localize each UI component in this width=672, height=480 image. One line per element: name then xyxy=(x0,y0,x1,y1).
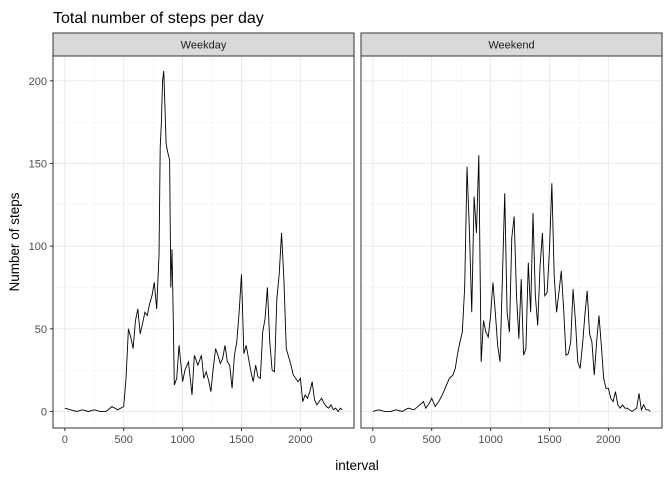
x-tick-label: 1500 xyxy=(537,434,561,446)
y-axis: 0 50 100 150 200 xyxy=(29,76,53,418)
panel-background xyxy=(53,56,354,428)
x-axis-title: interval xyxy=(335,458,379,473)
y-tick-label: 150 xyxy=(29,158,47,170)
y-tick-label: 50 xyxy=(35,324,47,336)
series-line-weekend xyxy=(372,155,651,413)
x-tick-label: 1000 xyxy=(170,434,194,446)
x-tick-label: 500 xyxy=(115,434,133,446)
chart-title: Total number of steps per day xyxy=(53,10,264,27)
strip-label-weekday: Weekday xyxy=(181,40,227,52)
x-tick-label: 0 xyxy=(370,434,376,446)
y-tick-label: 100 xyxy=(29,241,47,253)
panel-grid-weekday xyxy=(53,56,354,428)
y-tick-label: 0 xyxy=(41,406,47,418)
series-line-weekday xyxy=(64,70,343,413)
x-tick-label: 1000 xyxy=(478,434,502,446)
panel-border-weekend xyxy=(360,55,663,429)
facet-panel-weekday: Weekday xyxy=(52,32,355,429)
x-tick-label: 1500 xyxy=(229,434,253,446)
facet-panel-weekend: Weekend xyxy=(360,32,663,429)
strip-label-weekend: Weekend xyxy=(488,40,534,52)
panel-border-weekday xyxy=(52,55,355,429)
x-tick-label: 2000 xyxy=(596,434,620,446)
y-axis-title: Number of steps xyxy=(7,192,22,291)
x-tick-label: 2000 xyxy=(288,434,312,446)
x-axis: 0 500 1000 1500 2000 0 500 1000 1500 2000 xyxy=(62,428,621,446)
x-tick-label: 0 xyxy=(62,434,68,446)
y-tick-label: 200 xyxy=(29,76,47,88)
x-tick-label: 500 xyxy=(423,434,441,446)
